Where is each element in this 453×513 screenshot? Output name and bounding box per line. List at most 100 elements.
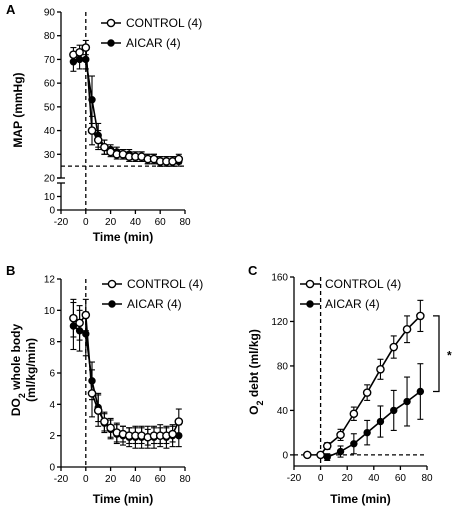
x-tick-label: 20 xyxy=(342,473,354,484)
y-tick-label: 20 xyxy=(44,174,56,185)
data-point xyxy=(376,364,385,374)
y-tick-label: 0 xyxy=(282,450,288,461)
y-tick-label: 70 xyxy=(44,55,56,66)
x-tick-label: 0 xyxy=(83,217,89,228)
data-point xyxy=(336,430,345,440)
y-tick-label: 40 xyxy=(277,406,289,417)
y-tick-label: 10 xyxy=(44,306,56,317)
legend-marker xyxy=(107,279,117,289)
x-axis-title: Time (min) xyxy=(93,492,153,506)
legend-marker xyxy=(305,279,315,289)
x-tick-label: 60 xyxy=(155,217,167,228)
x-axis-title: Time (min) xyxy=(330,492,390,506)
data-point xyxy=(75,48,84,57)
y-tick-label: 6 xyxy=(49,369,55,380)
legend-item: AICAR (4) xyxy=(102,297,182,311)
series-line xyxy=(307,315,421,456)
y-tick-label: 40 xyxy=(44,126,56,137)
y-tick-label: 80 xyxy=(44,31,56,42)
data-point xyxy=(87,126,97,135)
legend-label: CONTROL (4) xyxy=(126,16,202,30)
data-point xyxy=(362,388,372,397)
series-control xyxy=(302,299,425,460)
x-tick-label: 60 xyxy=(395,473,407,484)
y-tick-label: 160 xyxy=(271,273,288,284)
y-axis-title-sub: 2 xyxy=(17,393,27,398)
legend-item: AICAR (4) xyxy=(300,297,380,311)
data-point xyxy=(323,453,331,461)
legend-marker xyxy=(107,39,115,47)
data-point xyxy=(349,409,359,419)
x-tick-label: -20 xyxy=(54,474,69,485)
legend-item: CONTROL (4) xyxy=(102,277,203,291)
x-tick-label: 40 xyxy=(130,217,142,228)
data-point xyxy=(402,324,412,334)
y-tick-label: 90 xyxy=(44,8,56,19)
data-point xyxy=(81,43,91,52)
data-point xyxy=(363,428,371,437)
data-point xyxy=(389,342,399,352)
data-point xyxy=(416,387,425,396)
y-axis-title-main: DO xyxy=(9,398,23,416)
data-point xyxy=(69,313,78,323)
y-axis-title-sub: 2 xyxy=(255,400,265,405)
significance-bracket xyxy=(433,315,440,393)
data-point xyxy=(416,311,425,321)
data-point xyxy=(168,429,177,439)
x-tick-label: 80 xyxy=(179,217,191,228)
y-axis-title-main: O xyxy=(247,406,261,415)
data-point xyxy=(106,423,115,433)
x-tick-label: 20 xyxy=(105,474,117,485)
series-line xyxy=(73,58,179,163)
y-tick-label: 8 xyxy=(49,337,55,348)
data-point xyxy=(316,450,325,460)
data-point xyxy=(174,154,184,164)
x-tick-label: -20 xyxy=(287,473,302,484)
data-point xyxy=(93,135,103,145)
panel-C: C 0 40 80 120 160 -20 0 20 40 60 80 Time (min) O2 deb… xyxy=(247,263,452,506)
data-point xyxy=(390,406,398,415)
y-tick-label: 12 xyxy=(44,275,56,286)
y-axis-title-rest: debt (ml/kg) xyxy=(247,329,261,400)
x-tick-label: 20 xyxy=(105,217,117,228)
data-point xyxy=(174,417,184,426)
y-tick-label: 50 xyxy=(44,102,56,113)
legend-label: AICAR (4) xyxy=(325,297,380,311)
y-tick-label: 10 xyxy=(44,192,56,203)
data-point xyxy=(376,417,385,426)
data-point xyxy=(93,406,103,415)
y-axis-title: DO2 whole body xyxy=(9,324,27,417)
y-tick-label: 80 xyxy=(277,361,289,372)
y-tick-label: 120 xyxy=(271,317,288,328)
series-aicar xyxy=(323,363,425,461)
data-point xyxy=(350,440,358,448)
y-tick-label: 0 xyxy=(49,206,55,217)
series-control xyxy=(69,298,184,446)
y-tick-label: 30 xyxy=(44,150,56,161)
panel-letter: A xyxy=(6,2,16,17)
y-tick-label: 0 xyxy=(49,463,55,474)
x-tick-label: 0 xyxy=(83,474,89,485)
y-tick-label: 2 xyxy=(49,431,55,442)
y-tick-label: 4 xyxy=(49,400,55,411)
x-tick-label: 80 xyxy=(421,473,433,484)
data-point xyxy=(81,310,91,320)
data-point xyxy=(87,389,97,398)
legend-item: AICAR (4) xyxy=(101,36,181,50)
y-axis-title-line2: (ml/kg/min) xyxy=(24,338,38,402)
significance-marker: * xyxy=(447,349,452,363)
legend-label: CONTROL (4) xyxy=(325,277,401,291)
data-point xyxy=(75,318,84,328)
legend-item: CONTROL (4) xyxy=(300,277,401,291)
legend-label: AICAR (4) xyxy=(126,36,181,50)
legend-label: AICAR (4) xyxy=(127,297,182,311)
legend-label: CONTROL (4) xyxy=(127,277,203,291)
data-point xyxy=(100,417,109,426)
x-tick-label: 40 xyxy=(368,473,380,484)
x-tick-label: 60 xyxy=(155,474,167,485)
y-tick-label: 60 xyxy=(44,79,56,90)
panel-letter: B xyxy=(6,263,15,278)
x-tick-label: 40 xyxy=(130,474,142,485)
data-point xyxy=(403,397,411,406)
